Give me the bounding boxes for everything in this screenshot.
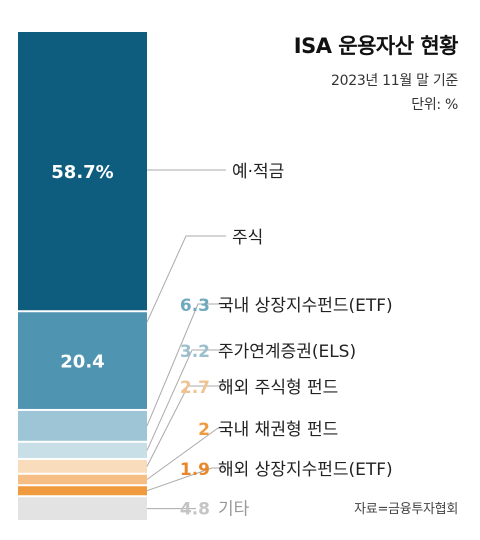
segment-category-label: 주가연계증권(ELS) — [218, 342, 356, 362]
bar-segment — [18, 312, 147, 409]
chart-title: ISA 운용자산 현황 — [293, 34, 459, 58]
segment-category-label: 국내 상장지수펀드(ETF) — [218, 296, 393, 316]
segment-value-label: 20.4 — [60, 352, 104, 373]
bar-segment — [18, 486, 147, 496]
segment-value-label: 2 — [198, 420, 210, 440]
segment-value-label: 1.9 — [180, 460, 210, 480]
bar-segment — [18, 474, 147, 485]
source-note: 자료=금융투자협회 — [354, 502, 458, 517]
leader-line — [146, 427, 226, 480]
segment-category-label: 해외 상장지수펀드(ETF) — [218, 460, 393, 480]
bar-segment — [18, 410, 147, 441]
segment-value-label: 58.7% — [51, 162, 113, 183]
bar-segment — [18, 32, 147, 311]
leader-line — [146, 303, 226, 427]
segment-value-label: 6.3 — [180, 296, 210, 316]
leader-line — [146, 467, 226, 492]
segment-category-label: 주식 — [232, 228, 263, 248]
leader-line — [146, 235, 226, 323]
bar-segment — [18, 442, 147, 458]
segment-category-label: 국내 채권형 펀드 — [218, 420, 338, 440]
leader-line — [146, 385, 226, 467]
segment-category-label: 예·적금 — [232, 162, 284, 182]
reference-date: 2023년 11월 말 기준 — [331, 73, 458, 89]
leader-line — [146, 349, 226, 451]
unit-label: 단위: % — [411, 97, 458, 113]
segment-category-label: 해외 주식형 펀드 — [218, 378, 338, 398]
segment-value-label: 3.2 — [180, 342, 210, 362]
bar-segment — [18, 459, 147, 473]
segment-value-label: 2.7 — [180, 378, 210, 398]
segment-value-label: 4.8 — [180, 500, 210, 520]
segment-category-label: 기타 — [218, 500, 250, 520]
bar-segment — [18, 497, 147, 520]
